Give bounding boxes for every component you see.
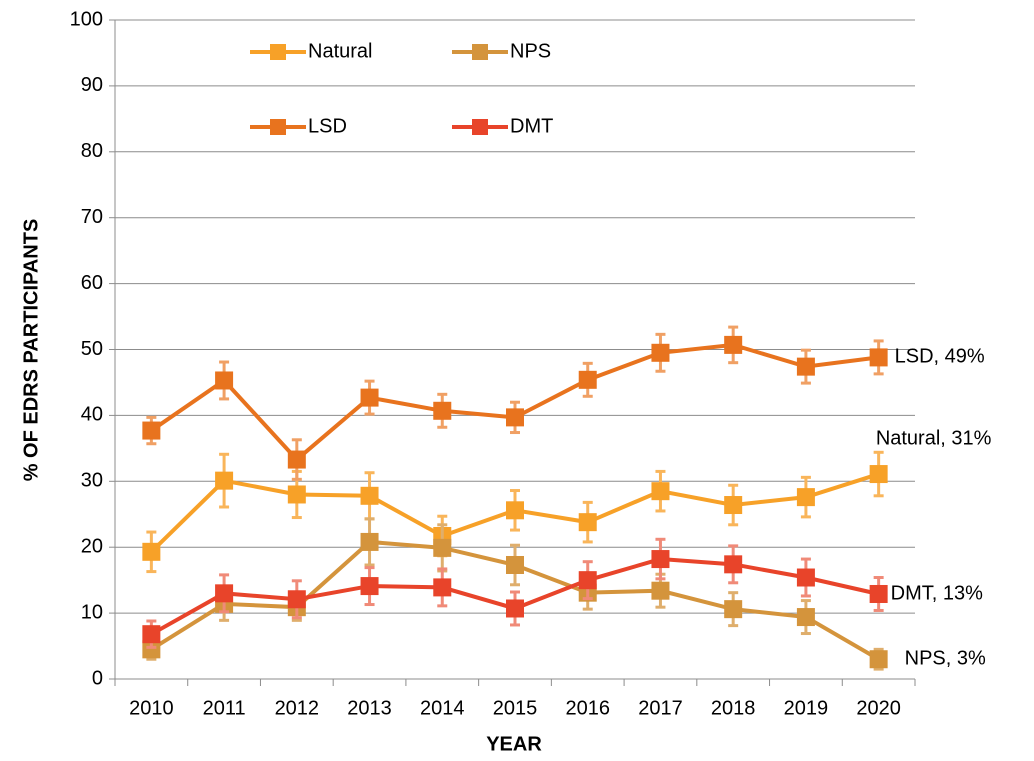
y-tick-label: 20 [81, 535, 103, 557]
y-tick-label: 90 [81, 74, 103, 96]
marker [360, 532, 379, 551]
x-tick-label: 2013 [347, 697, 392, 719]
marker [724, 555, 743, 574]
y-tick-label: 0 [92, 667, 103, 689]
marker [796, 357, 815, 376]
marker [651, 343, 670, 362]
y-tick-label: 80 [81, 140, 103, 162]
marker [724, 496, 743, 515]
legend-label: DMT [510, 115, 553, 137]
marker [215, 471, 234, 490]
x-tick-label: 2018 [711, 697, 756, 719]
y-tick-label: 60 [81, 272, 103, 294]
x-tick-label: 2016 [565, 697, 610, 719]
marker [287, 590, 306, 609]
marker [869, 348, 888, 367]
x-tick-label: 2015 [493, 697, 538, 719]
marker [578, 571, 597, 590]
marker [142, 542, 161, 561]
x-tick-label: 2011 [203, 697, 246, 719]
y-tick-label: 30 [81, 470, 103, 492]
marker [433, 538, 452, 557]
legend-marker [472, 44, 488, 60]
marker [433, 401, 452, 420]
y-axis-title: % OF EDRS PARTICIPANTS [20, 219, 42, 482]
marker [215, 371, 234, 390]
marker [651, 581, 670, 600]
x-tick-label: 2019 [784, 697, 829, 719]
marker [724, 600, 743, 619]
marker [360, 388, 379, 407]
marker [578, 370, 597, 389]
y-tick-label: 50 [81, 338, 103, 360]
x-tick-label: 2010 [129, 697, 174, 719]
end-label: DMT, 13% [891, 582, 983, 604]
marker [578, 513, 597, 532]
marker [796, 488, 815, 507]
x-tick-label: 2012 [275, 697, 320, 719]
marker [651, 482, 670, 501]
marker [142, 421, 161, 440]
marker [506, 555, 524, 574]
x-tick-label: 2020 [856, 697, 901, 719]
legend-label: LSD [308, 115, 347, 137]
end-label: LSD, 49% [895, 346, 985, 368]
x-axis-title: YEAR [486, 733, 542, 755]
marker [651, 550, 670, 569]
marker [215, 584, 234, 603]
legend-label: NPS [510, 40, 551, 62]
y-tick-label: 40 [81, 404, 103, 426]
marker [506, 599, 524, 618]
marker [142, 625, 161, 644]
marker [287, 485, 306, 504]
y-tick-label: 70 [81, 206, 103, 228]
y-tick-label: 10 [81, 601, 103, 623]
legend-marker [270, 119, 286, 135]
marker [724, 335, 743, 354]
marker [360, 577, 379, 596]
x-tick-label: 2017 [638, 697, 683, 719]
marker [360, 486, 379, 505]
legend-marker [270, 44, 286, 60]
x-tick-label: 2014 [420, 697, 465, 719]
y-tick-label: 100 [70, 8, 103, 30]
legend-marker [472, 119, 488, 135]
marker [869, 584, 888, 603]
marker [796, 608, 815, 627]
marker [287, 450, 306, 469]
marker [506, 408, 524, 427]
end-label: Natural, 31% [876, 427, 992, 449]
marker [433, 578, 452, 597]
marker [796, 568, 815, 587]
legend-label: Natural [308, 40, 372, 62]
marker [142, 640, 161, 659]
marker [869, 650, 888, 669]
marker [869, 465, 888, 484]
marker [506, 501, 524, 520]
end-label: NPS, 3% [905, 648, 986, 670]
